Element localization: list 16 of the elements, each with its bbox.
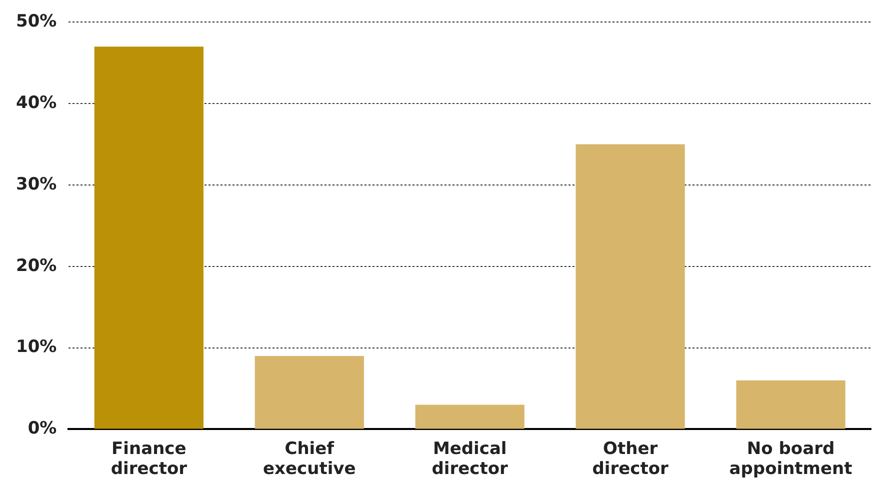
bar [736, 380, 846, 429]
y-tick-label: 40% [16, 93, 57, 114]
y-tick-label: 30% [16, 174, 57, 194]
bar [94, 46, 204, 429]
y-tick-label: 10% [16, 337, 57, 358]
bar [576, 144, 685, 429]
y-tick-label: 0% [28, 418, 57, 439]
x-tick-label: No board appointment [729, 438, 852, 480]
bar [254, 356, 364, 429]
x-tick-label: Chief executive [262, 438, 356, 480]
y-tick-label: 50% [16, 12, 57, 32]
x-tick-label: Finance director [110, 438, 188, 480]
bar [415, 404, 524, 429]
x-tick-label: Medical director [432, 438, 509, 480]
x-tick-label: Other director [592, 438, 670, 480]
y-tick-label: 20% [16, 256, 57, 276]
